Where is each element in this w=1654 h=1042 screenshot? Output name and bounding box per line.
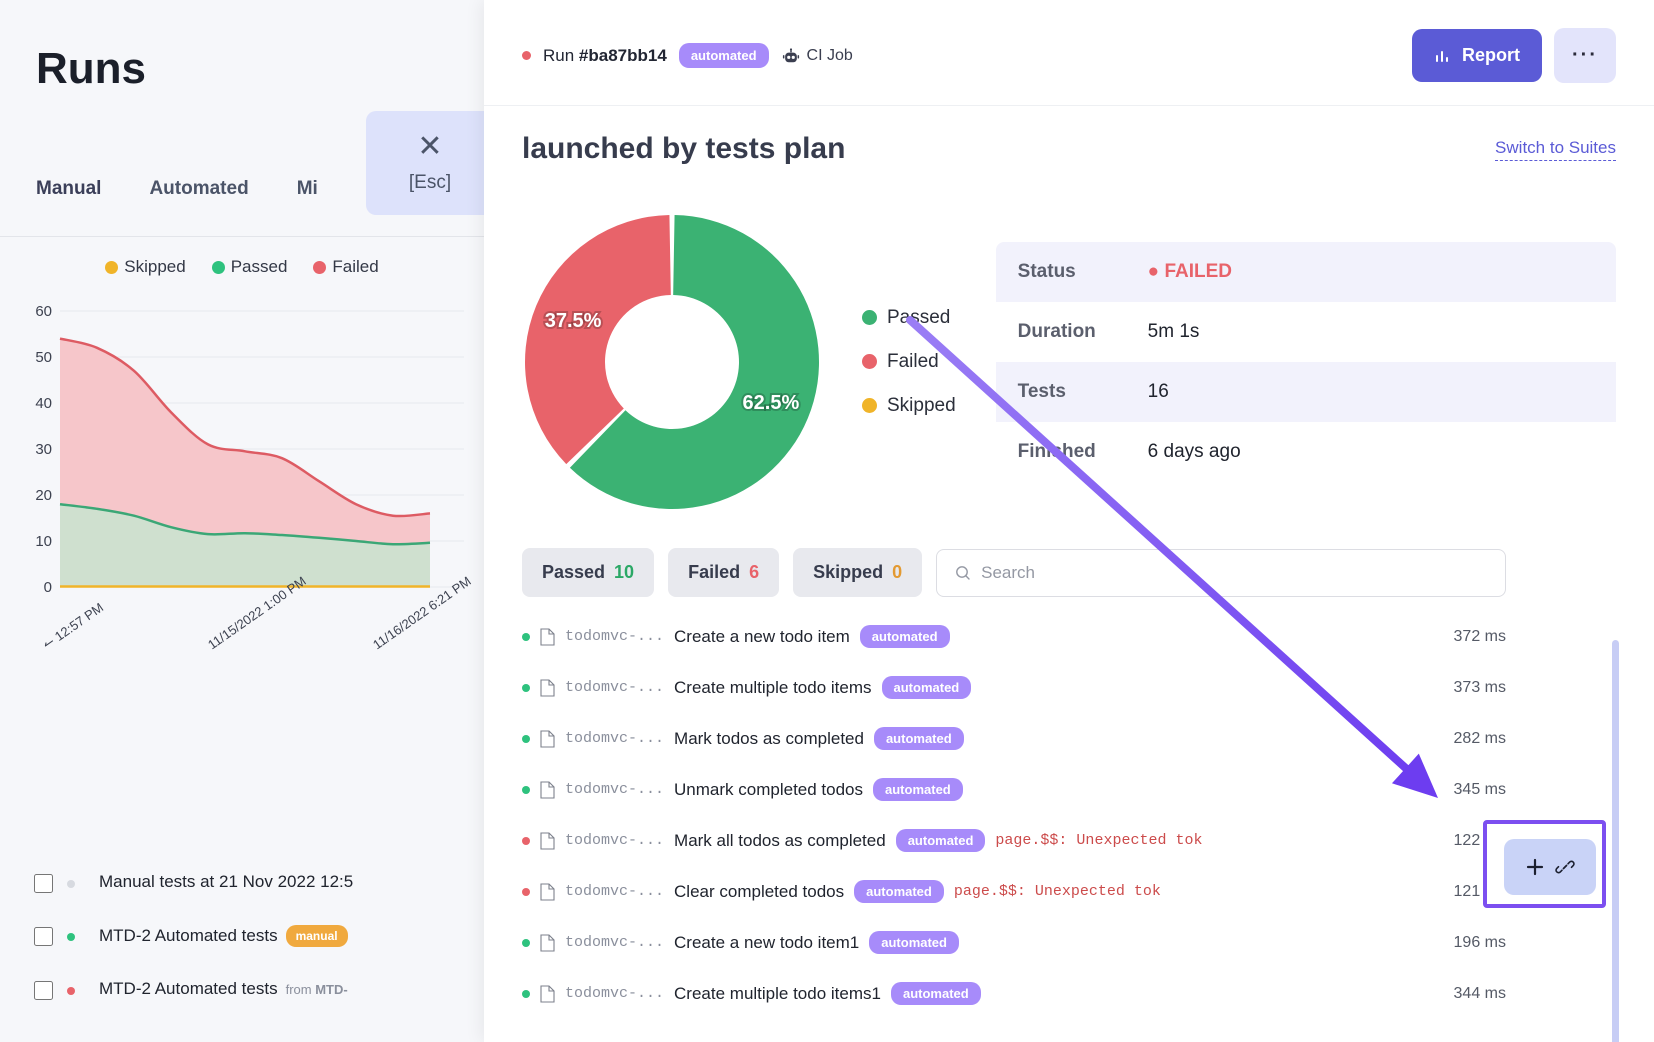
- svg-text:60: 60: [35, 303, 52, 320]
- svg-text:10: 10: [35, 533, 52, 550]
- svg-text:40: 40: [35, 395, 52, 412]
- svg-text:30: 30: [35, 441, 52, 458]
- svg-text:0: 0: [44, 579, 52, 596]
- svg-text:20: 20: [35, 487, 52, 504]
- svg-text:37.5%: 37.5%: [545, 310, 602, 332]
- svg-text:50: 50: [35, 349, 52, 366]
- svg-text:62.5%: 62.5%: [743, 392, 800, 414]
